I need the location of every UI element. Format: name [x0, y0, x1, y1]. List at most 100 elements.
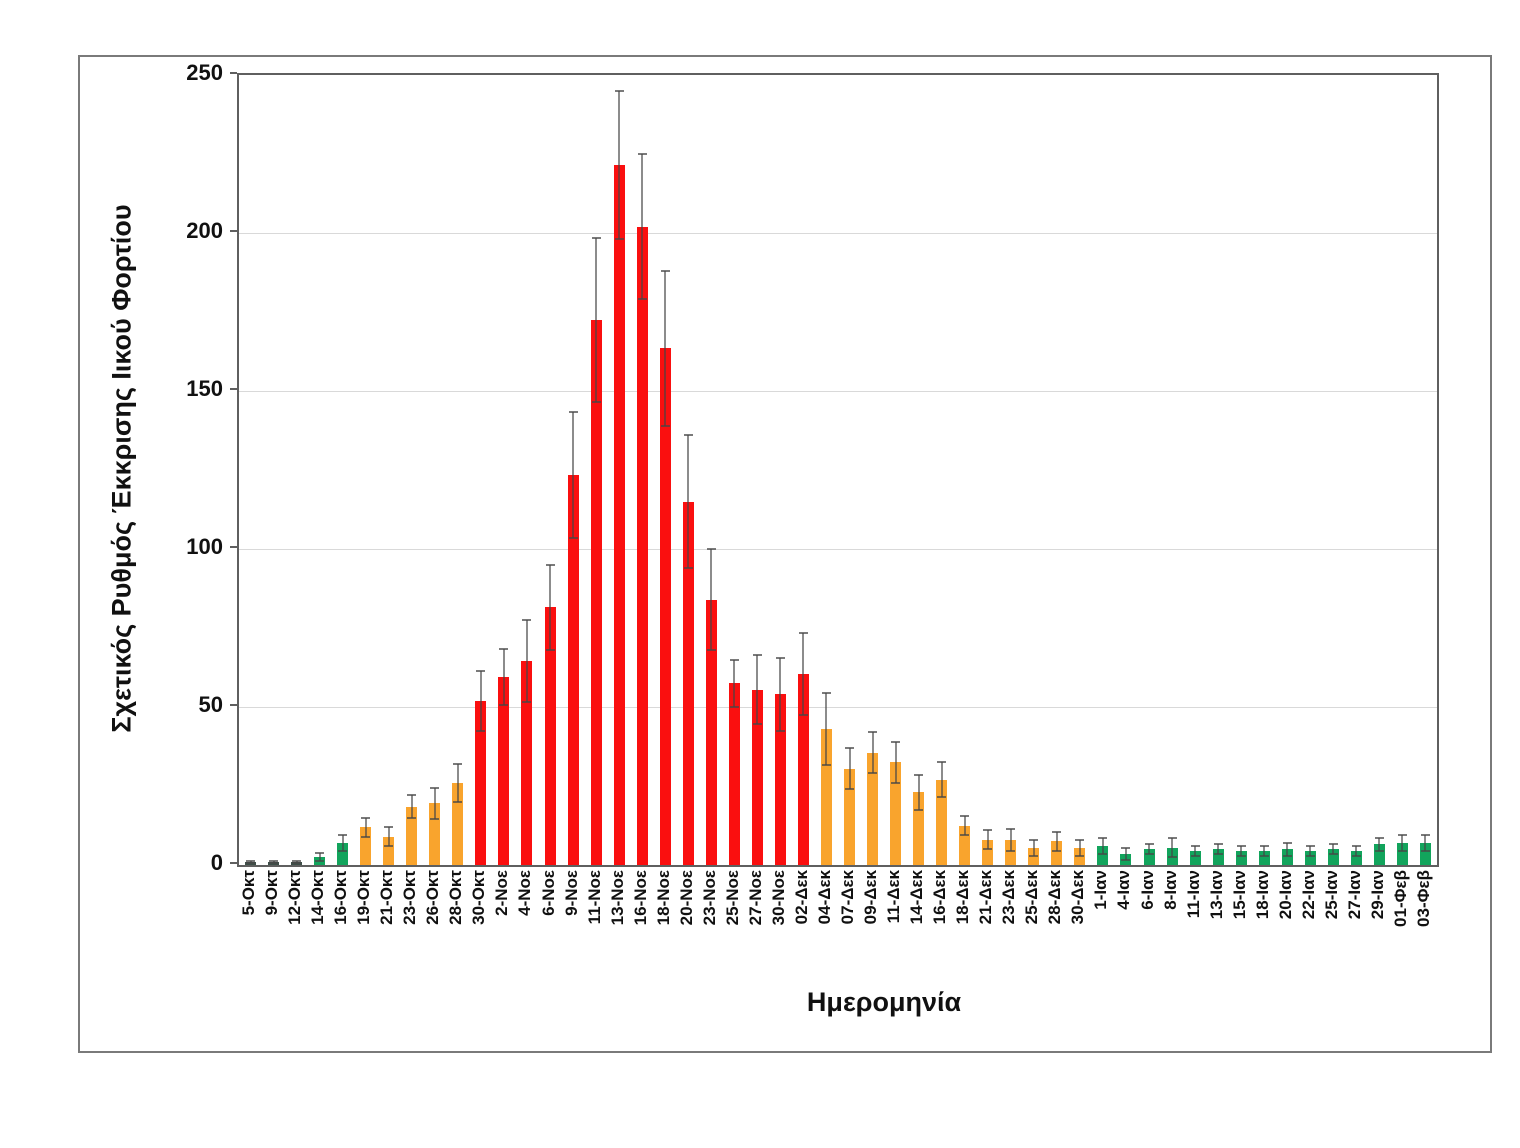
bar	[475, 700, 487, 865]
error-bar-cap-top	[1305, 845, 1315, 848]
error-bar	[479, 670, 482, 731]
bar	[867, 752, 879, 865]
bar	[890, 762, 902, 865]
error-bar	[779, 658, 782, 731]
error-bar-cap-bottom	[1374, 849, 1384, 852]
error-bar	[756, 654, 759, 725]
error-bar	[917, 774, 920, 810]
gridline	[239, 548, 1437, 550]
error-bar-cap-top	[637, 153, 647, 155]
y-tick-mark	[230, 546, 237, 548]
error-bar-cap-bottom	[384, 845, 394, 848]
error-bar-cap-top	[1167, 837, 1177, 840]
y-tick-mark	[230, 862, 237, 864]
error-bar-cap-bottom	[315, 859, 325, 862]
bar	[797, 673, 809, 865]
error-bar-cap-top	[476, 669, 486, 672]
error-bar	[1032, 839, 1035, 856]
error-bar	[525, 620, 528, 703]
bar	[1097, 846, 1109, 865]
error-bar	[1332, 844, 1335, 854]
error-bar-cap-bottom	[821, 764, 831, 767]
bar	[682, 501, 694, 865]
x-axis-title-text: Ημερομηνία	[806, 987, 962, 1017]
x-tick-label: 15-Ιαν	[1229, 870, 1249, 920]
error-bar-cap-bottom	[983, 848, 993, 851]
error-bar	[871, 732, 874, 774]
error-bar	[1078, 839, 1081, 856]
error-bar	[1263, 846, 1266, 856]
bar	[959, 825, 971, 865]
error-bar	[364, 817, 367, 837]
x-tick-label: 20-Νοε	[676, 870, 696, 926]
error-bar-cap-top	[1397, 833, 1407, 836]
bar	[728, 683, 740, 865]
error-bar-cap-top	[1075, 838, 1085, 841]
x-tick-label: 16-Οκτ	[331, 870, 351, 925]
y-tick-label: 0	[210, 850, 223, 875]
error-bar	[894, 741, 897, 783]
error-bar-cap-bottom	[1144, 852, 1154, 855]
x-tick-label: 9-Νοε	[561, 870, 581, 916]
x-tick-label: 27-Νοε	[745, 870, 765, 926]
error-bar-cap-bottom	[1236, 854, 1246, 857]
x-tick-label: 30-Νοε	[768, 870, 788, 926]
x-tick-label: 13-Νοε	[607, 870, 627, 926]
bar	[1419, 842, 1431, 865]
error-bar-cap-top	[591, 236, 601, 239]
bar	[936, 779, 948, 865]
error-bar	[341, 834, 344, 851]
error-bar	[1124, 847, 1127, 861]
x-tick-label: 09-Δεκ	[861, 870, 881, 925]
error-bar-cap-bottom	[545, 649, 555, 652]
error-bar-cap-bottom	[1075, 854, 1085, 857]
error-bar-cap-top	[614, 89, 624, 92]
error-bar-cap-bottom	[868, 772, 878, 775]
x-tick-label: 18-Δεκ	[953, 870, 973, 925]
error-bar-cap-top	[384, 826, 394, 829]
error-bar	[664, 270, 667, 426]
error-bar-cap-top	[361, 816, 371, 819]
figure-border: Σχετικός Ρυθμός Έκκρισης Ιικού Φορτίου 0…	[78, 55, 1492, 1053]
error-bar-cap-top	[1006, 827, 1016, 830]
error-bar-cap-bottom	[1029, 854, 1039, 857]
error-bar-cap-top	[1190, 845, 1200, 848]
x-tick-label: 25-Δεκ	[1022, 870, 1042, 925]
x-tick-label: 5-Οκτ	[239, 870, 259, 916]
error-bar-cap-bottom	[407, 816, 417, 819]
bar	[567, 474, 579, 865]
error-bar-cap-top	[407, 794, 417, 797]
x-tick-label: 01-Φεβ	[1390, 870, 1410, 927]
error-bar-cap-top	[315, 852, 325, 855]
error-bar-cap-top	[499, 647, 509, 650]
bar	[1327, 849, 1339, 865]
error-bar-cap-bottom	[614, 238, 624, 241]
error-bar-cap-bottom	[1052, 849, 1062, 852]
error-bar	[1009, 828, 1012, 851]
y-axis-title-text: Σχετικός Ρυθμός Έκκρισης Ιικού Φορτίου	[106, 203, 137, 733]
x-tick-label: 20-Ιαν	[1275, 870, 1295, 920]
error-bar-cap-bottom	[1098, 852, 1108, 855]
error-bar-cap-top	[1282, 841, 1292, 844]
x-tick-label: 03-Φεβ	[1413, 870, 1433, 927]
error-bar-cap-bottom	[1006, 849, 1016, 852]
bar	[1143, 849, 1155, 865]
x-tick-label: 11-Δεκ	[884, 870, 904, 924]
x-tick-label: 23-Νοε	[699, 870, 719, 926]
error-bar-cap-top	[1236, 845, 1246, 848]
error-bar	[595, 237, 598, 403]
x-tick-label: 23-Οκτ	[400, 870, 420, 925]
bar	[1189, 850, 1201, 865]
error-bar-cap-top	[430, 786, 440, 789]
bar	[1350, 850, 1362, 865]
error-bar-cap-bottom	[1190, 854, 1200, 857]
error-bar-cap-top	[960, 815, 970, 818]
x-tick-label: 16-Νοε	[630, 870, 650, 926]
error-bar-cap-top	[246, 859, 256, 862]
x-tick-label: 29-Ιαν	[1367, 870, 1387, 920]
error-bar-cap-bottom	[1351, 854, 1361, 857]
bar	[521, 661, 533, 865]
bar	[613, 165, 625, 865]
bar	[590, 319, 602, 865]
error-bar-cap-top	[660, 269, 670, 272]
